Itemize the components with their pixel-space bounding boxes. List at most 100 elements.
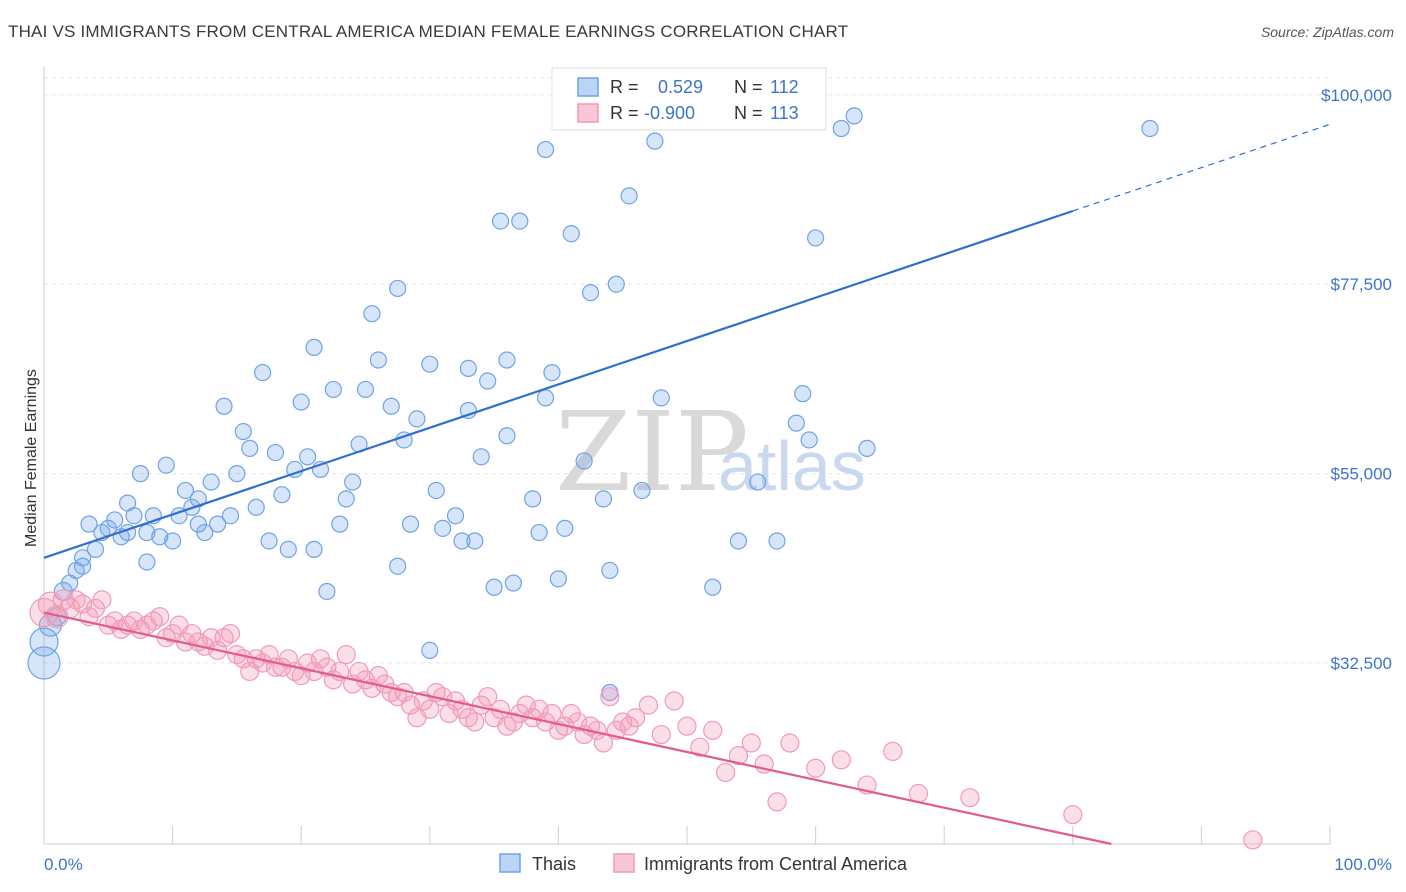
thais-point [524,490,542,508]
thais-point [382,397,400,415]
thais-point [556,519,574,537]
thais-point [138,553,156,571]
axes [43,66,1331,845]
thais-point [504,574,522,592]
thais-point [305,540,323,558]
legend-r-label-central-america: R = [610,103,639,123]
x-tick-label-max: 100.0% [1334,855,1392,874]
series-central-america-points [29,589,1263,850]
central-america-point [1243,830,1263,850]
thais-trend-line [43,209,1074,559]
central-america-point [651,724,671,745]
thais-point [324,380,342,399]
thais-point [530,523,548,542]
thais-point [1141,119,1159,138]
central-america-point [336,645,356,665]
thais-point [479,372,497,390]
watermark: ZIP atlas [555,388,866,516]
thais-point [749,473,767,491]
thais-point [228,465,246,483]
central-america-point [883,741,903,762]
thais-point [27,646,61,680]
thais-point [453,532,471,550]
central-america-point [259,645,279,665]
thais-point [536,140,555,159]
thais-point [131,465,150,483]
thais-point [157,456,175,474]
watermark-zip: ZIP [555,388,749,516]
thais-point [138,523,156,542]
thais-point [787,414,805,432]
legend-n-value-thais: 112 [770,77,799,97]
thais-point [299,448,317,466]
central-america-point [960,788,980,808]
y-axis-title: Median Female Earnings [23,369,40,547]
thais-point [279,540,297,558]
thais-point [363,305,381,323]
legend-n-label-central-america: N = [734,103,763,123]
thais-point [241,439,259,457]
thais-point [427,481,445,500]
thais-point [421,641,439,659]
thais-point [118,494,137,512]
central-america-point [805,758,826,778]
thais-point [562,225,580,243]
central-america-point [317,657,337,677]
legend-bottom-swatch-thais [499,853,521,873]
thais-point [29,627,59,657]
legend-swatch-thais [577,77,599,97]
thais-point [254,364,272,382]
thais-point [260,532,278,550]
central-america-point [220,623,241,644]
thais-point [594,490,613,508]
central-america-point [728,746,749,766]
trend-lines [43,123,1331,846]
central-america-point [420,699,440,719]
thais-point [389,279,407,298]
central-america-point [831,750,851,770]
chart-title: THAI VS IMMIGRANTS FROM CENTRAL AMERICA … [8,22,849,41]
legend-swatch-central-america [577,103,599,123]
central-america-point [465,712,485,732]
central-america-point [715,762,736,783]
y-tick-label: $55,000 [1331,465,1392,484]
central-america-point [664,691,684,711]
thais-point [292,393,310,411]
legend-top: R = 0.529 N = 112 R = -0.900 N = 113 [551,67,827,131]
y-tick-label: $77,500 [1331,275,1392,294]
central-america-point [625,708,646,728]
central-america-point [741,733,761,753]
thais-point [491,212,510,230]
thais-point [794,385,812,403]
thais-point [800,431,818,449]
thais-point [202,473,220,491]
legend-n-label-thais: N = [734,77,763,97]
thais-point [581,284,600,302]
thais-point [536,389,555,407]
thais-point [247,498,265,516]
central-america-point [291,666,311,686]
central-america-point [150,607,170,627]
central-america-point [37,591,64,617]
thais-point [176,481,195,500]
legend-bottom-label-thais: Thais [532,854,576,874]
thais-point [209,515,227,533]
thais-point [164,532,182,550]
thais-point [729,532,748,550]
central-america-point [439,703,459,724]
thais-trend-extension [1072,123,1331,212]
central-america-point [690,737,710,757]
thais-point [356,380,375,399]
thais-point [845,107,863,125]
thais-point [832,119,850,138]
y-tick-label: $100,000 [1321,86,1392,105]
thais-point [575,452,593,470]
central-america-point [72,594,93,614]
thais-point [389,557,407,575]
central-america-point [780,733,800,753]
y-tick-labels: $32,500 $55,000 $77,500 $100,000 [1321,86,1392,673]
central-america-point [638,695,659,715]
chart-source: Source: ZipAtlas.com [1260,24,1394,40]
thais-point [549,570,568,588]
